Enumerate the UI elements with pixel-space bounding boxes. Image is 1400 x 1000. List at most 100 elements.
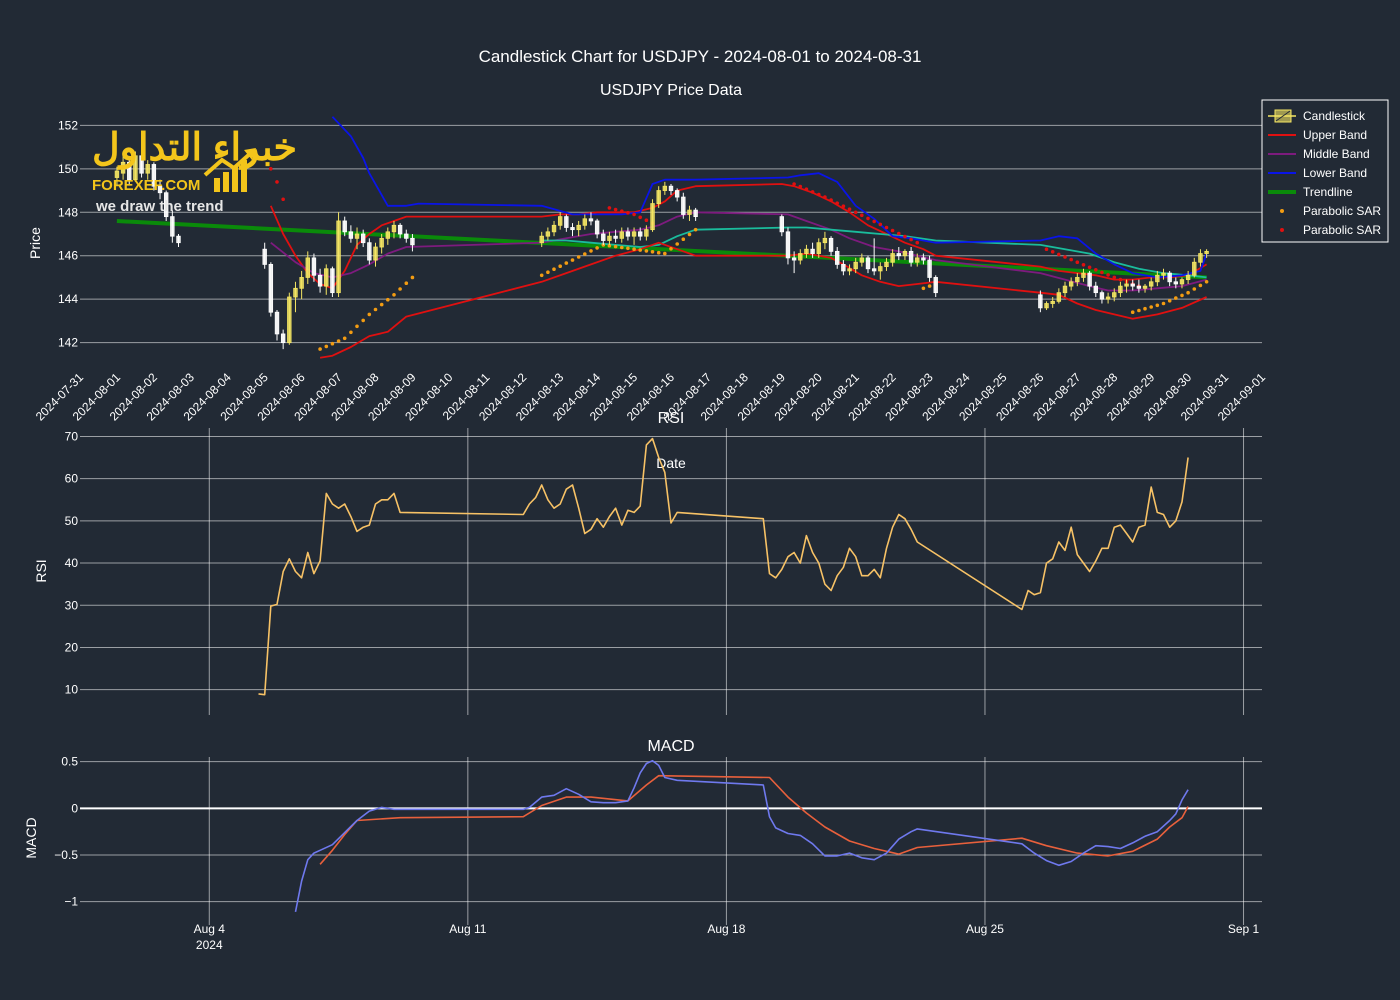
legend-item-candlestick[interactable]: Candlestick bbox=[1268, 109, 1366, 123]
candle bbox=[139, 149, 144, 178]
candle-body bbox=[859, 257, 865, 263]
rsi-y-tick-label: 60 bbox=[65, 472, 79, 486]
sar-red-dot bbox=[1057, 252, 1061, 257]
sar-orange-dot bbox=[330, 341, 335, 346]
candle bbox=[1075, 273, 1080, 287]
candle-body bbox=[625, 231, 631, 237]
candle bbox=[693, 207, 698, 221]
candle bbox=[933, 275, 938, 297]
candle bbox=[588, 212, 594, 226]
candle-body bbox=[348, 231, 354, 239]
sar-orange-dot bbox=[663, 251, 667, 256]
macd-y-tick-label: 0 bbox=[71, 801, 78, 815]
candle bbox=[865, 255, 871, 274]
sar-orange-dot bbox=[570, 258, 575, 262]
price-y-tick-label: 144 bbox=[58, 292, 78, 306]
sar-orange-dot bbox=[336, 339, 341, 343]
candle bbox=[1099, 290, 1105, 304]
legend-item-lower-band[interactable]: Lower Band bbox=[1268, 166, 1367, 180]
candle bbox=[348, 225, 354, 243]
candle bbox=[791, 251, 797, 274]
candle bbox=[373, 242, 378, 267]
candle-body bbox=[139, 155, 144, 174]
candle-body bbox=[810, 248, 815, 254]
candle-body bbox=[650, 203, 655, 231]
candle bbox=[367, 238, 372, 265]
candle-body bbox=[594, 220, 600, 235]
legend-item-upper-band[interactable]: Upper Band bbox=[1268, 128, 1367, 142]
candle-body bbox=[564, 216, 569, 228]
candle-body bbox=[601, 233, 606, 241]
candle-body bbox=[287, 296, 292, 344]
sar-orange-dot bbox=[1149, 305, 1153, 309]
candle bbox=[638, 227, 643, 241]
candle bbox=[1167, 270, 1172, 287]
sar-orange-dot bbox=[607, 243, 612, 248]
candle-body bbox=[120, 161, 126, 174]
sar-orange-dot bbox=[398, 287, 402, 291]
candle-body bbox=[1161, 272, 1166, 276]
sar-orange-dot bbox=[392, 293, 396, 297]
sar-red-dot bbox=[823, 195, 827, 199]
sar-red-dot bbox=[810, 190, 815, 194]
candle bbox=[330, 266, 335, 297]
candle-body bbox=[410, 237, 415, 246]
sar-red-dot bbox=[860, 213, 864, 218]
candle bbox=[594, 218, 600, 239]
sar-orange-dot bbox=[367, 312, 372, 317]
candle bbox=[1198, 249, 1203, 267]
sar-orange-dot bbox=[1167, 299, 1172, 303]
candle-body bbox=[336, 220, 341, 294]
candle-body bbox=[607, 235, 612, 241]
candle bbox=[822, 231, 828, 250]
sar-orange-dot bbox=[1192, 287, 1197, 291]
macd-x-tick-label: Sep 1 bbox=[1228, 922, 1260, 936]
sar-red-dot bbox=[275, 180, 279, 184]
sar-red-dot bbox=[872, 219, 876, 224]
sar-red-dot bbox=[1081, 263, 1086, 267]
candle-body bbox=[582, 218, 588, 226]
sar-orange-dot bbox=[1161, 301, 1166, 306]
macd-line bbox=[294, 759, 1189, 913]
rsi-y-tick-label: 20 bbox=[65, 640, 79, 654]
legend-label-sar-red: Parabolic SAR bbox=[1303, 223, 1381, 237]
candle-body bbox=[127, 161, 132, 181]
sar-orange-dot bbox=[355, 324, 359, 329]
legend-item-trendline[interactable]: Trendline bbox=[1268, 185, 1353, 199]
sar-red-dot bbox=[281, 197, 285, 202]
sar-orange-dot bbox=[681, 237, 686, 241]
sar-red-dot bbox=[1106, 273, 1110, 277]
candle bbox=[681, 192, 686, 219]
legend-item-middle-band[interactable]: Middle Band bbox=[1268, 147, 1370, 161]
sar-orange-dot bbox=[361, 318, 366, 323]
candle-body bbox=[644, 229, 649, 237]
legend-item-sar-red[interactable]: Parabolic SAR bbox=[1280, 223, 1381, 237]
candle-body bbox=[1124, 283, 1129, 287]
lower-band-line bbox=[331, 116, 1208, 279]
candle-body bbox=[1044, 303, 1049, 309]
candle-body bbox=[927, 259, 932, 278]
candle bbox=[114, 166, 120, 187]
sar-red-dot bbox=[1075, 260, 1080, 265]
legend-label-sar-orange: Parabolic SAR bbox=[1303, 204, 1381, 218]
legend-candle-stroke bbox=[1275, 110, 1291, 122]
candle bbox=[785, 227, 791, 265]
sar-red-dot bbox=[915, 240, 920, 245]
candle bbox=[779, 214, 785, 237]
candle bbox=[619, 227, 624, 243]
candle bbox=[841, 260, 846, 276]
candle bbox=[1204, 249, 1209, 258]
candle-body bbox=[551, 224, 557, 233]
candle bbox=[890, 249, 895, 267]
sar-orange-dot bbox=[656, 250, 661, 255]
candle bbox=[582, 214, 588, 230]
candle-body bbox=[878, 266, 883, 272]
candle bbox=[564, 214, 569, 232]
candle bbox=[342, 216, 347, 237]
candle-body bbox=[1118, 285, 1123, 294]
candle bbox=[385, 227, 391, 245]
candle bbox=[1155, 270, 1160, 287]
candle-body bbox=[1105, 296, 1111, 300]
sar-orange-dot bbox=[404, 281, 409, 286]
legend-item-sar-orange[interactable]: Parabolic SAR bbox=[1280, 204, 1381, 218]
